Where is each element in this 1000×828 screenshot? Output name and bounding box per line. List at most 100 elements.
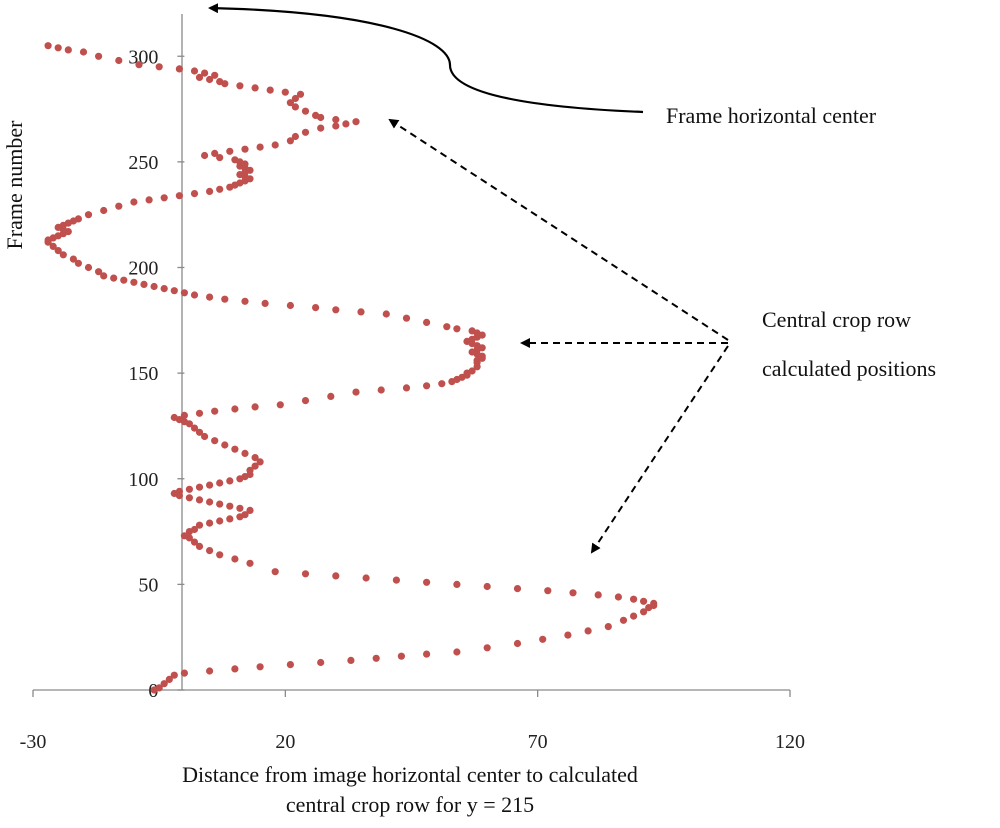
data-point — [650, 599, 658, 608]
data-point — [221, 295, 229, 303]
crop-row-arrow-lower — [590, 345, 729, 554]
data-point — [271, 568, 279, 576]
data-point — [241, 145, 249, 153]
data-point — [54, 44, 62, 52]
data-point — [266, 86, 274, 94]
data-point — [160, 285, 168, 293]
data-point — [392, 576, 400, 584]
data-point — [286, 661, 294, 669]
data-point — [206, 75, 214, 84]
data-point — [397, 652, 405, 660]
data-point — [74, 215, 82, 223]
data-point — [604, 623, 612, 631]
data-point — [246, 559, 254, 567]
data-point — [286, 301, 294, 310]
data-point — [206, 519, 214, 527]
data-point — [342, 120, 350, 128]
data-point — [619, 616, 628, 624]
data-point — [206, 481, 214, 489]
data-point — [539, 635, 547, 643]
data-point — [195, 521, 204, 529]
data-point — [115, 56, 123, 65]
data-point — [211, 149, 219, 157]
data-point — [286, 137, 294, 145]
y-tick-label: 150 — [128, 363, 158, 385]
x-tick-label: -30 — [20, 731, 47, 753]
data-point — [614, 593, 623, 601]
y-tick-label: 100 — [128, 469, 158, 491]
data-point — [211, 71, 219, 79]
data-point — [140, 280, 148, 288]
data-point — [216, 185, 224, 193]
data-point — [190, 424, 199, 432]
frame-center-arrow — [208, 3, 644, 114]
data-point — [276, 401, 284, 409]
data-point — [513, 639, 522, 648]
data-point — [190, 538, 199, 546]
data-point — [160, 680, 168, 688]
data-point — [231, 445, 239, 453]
data-point — [281, 88, 289, 96]
data-point — [180, 411, 188, 419]
data-point — [271, 141, 279, 149]
data-point — [195, 483, 204, 491]
y-tick-label: 50 — [138, 574, 158, 596]
data-point — [145, 196, 153, 204]
data-point — [468, 327, 476, 335]
data-point — [201, 151, 209, 160]
data-point — [241, 511, 249, 519]
data-point — [317, 124, 325, 132]
x-tick-label: 20 — [275, 731, 295, 753]
data-point — [155, 63, 163, 71]
data-point — [256, 143, 264, 151]
data-point — [170, 413, 178, 422]
data-point — [594, 591, 602, 599]
y-axis-title: Frame number — [2, 120, 27, 250]
data-point — [211, 437, 219, 445]
data-point — [630, 612, 638, 620]
data-point — [382, 310, 390, 318]
data-point — [160, 194, 168, 202]
data-point — [201, 69, 209, 77]
data-point — [468, 367, 476, 375]
data-point — [236, 504, 244, 512]
data-point — [362, 574, 370, 582]
data-point — [630, 595, 638, 603]
x-tick-label: 70 — [528, 731, 548, 753]
data-point — [170, 287, 178, 295]
data-point — [84, 263, 93, 272]
data-point — [206, 667, 214, 675]
data-point — [231, 156, 239, 164]
data-point — [453, 648, 461, 656]
data-point — [206, 498, 214, 506]
data-point — [301, 570, 310, 578]
data-point — [206, 293, 214, 301]
data-point — [352, 388, 360, 396]
data-point — [59, 251, 67, 259]
data-point — [332, 116, 340, 124]
data-point — [216, 154, 224, 162]
data-point — [332, 122, 340, 130]
y-tick-label: 300 — [128, 46, 158, 68]
data-point — [150, 282, 158, 291]
crop-row-label-line-2: calculated positions — [762, 356, 936, 381]
data-point — [216, 551, 224, 559]
data-point — [69, 255, 77, 263]
data-point — [95, 268, 103, 276]
data-point — [190, 525, 199, 534]
data-point — [291, 132, 299, 141]
data-point — [185, 494, 193, 502]
data-point — [231, 405, 239, 413]
crop-row-label-line-1: Central crop row — [762, 307, 911, 332]
data-point — [155, 684, 163, 692]
data-point — [352, 118, 360, 126]
data-point — [241, 449, 249, 457]
data-point — [175, 65, 183, 73]
y-tick-label: 250 — [128, 152, 158, 174]
data-point — [423, 650, 431, 658]
data-point — [296, 90, 305, 98]
data-point — [185, 485, 193, 493]
data-point — [423, 318, 431, 326]
data-point — [564, 631, 572, 639]
